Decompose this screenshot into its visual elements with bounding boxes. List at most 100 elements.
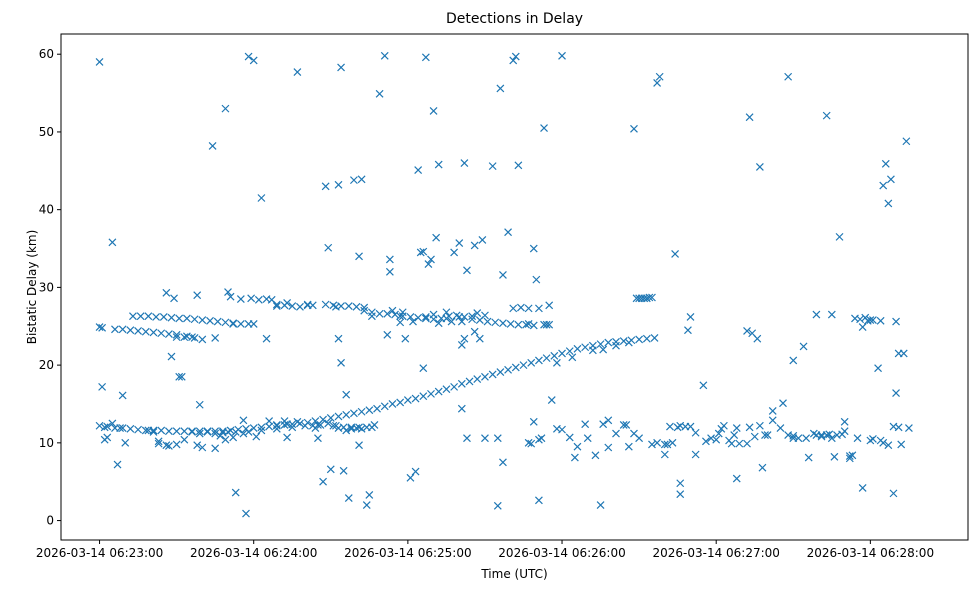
data-point-marker bbox=[743, 326, 751, 335]
data-point-marker bbox=[188, 428, 196, 436]
data-point-marker bbox=[391, 310, 399, 319]
data-point-marker bbox=[460, 334, 469, 343]
data-point-marker bbox=[835, 232, 844, 241]
data-point-marker bbox=[383, 309, 392, 318]
data-point-marker bbox=[493, 501, 502, 510]
data-point-marker bbox=[129, 312, 137, 321]
data-point-marker bbox=[334, 412, 343, 421]
data-point-marker bbox=[496, 368, 505, 377]
data-point-marker bbox=[542, 320, 551, 329]
data-point-marker bbox=[496, 84, 505, 93]
data-point-marker bbox=[324, 419, 333, 428]
data-point-marker bbox=[429, 107, 438, 115]
data-point-marker bbox=[889, 489, 898, 498]
data-point-marker bbox=[126, 424, 135, 433]
data-point-marker bbox=[308, 301, 317, 310]
data-point-marker bbox=[488, 370, 497, 379]
data-point-marker bbox=[779, 399, 787, 408]
data-point-marker bbox=[676, 479, 685, 488]
data-point-marker bbox=[642, 334, 651, 343]
data-point-marker bbox=[537, 434, 546, 443]
data-point-marker bbox=[635, 434, 644, 443]
data-point-marker bbox=[527, 439, 536, 448]
data-point-marker bbox=[409, 317, 417, 326]
data-point-marker bbox=[434, 160, 443, 169]
data-point-marker bbox=[892, 389, 900, 398]
data-point-marker bbox=[442, 314, 451, 323]
data-point-marker bbox=[159, 313, 168, 321]
data-point-marker bbox=[100, 423, 109, 432]
data-point-marker bbox=[365, 490, 374, 499]
data-point-marker bbox=[856, 315, 865, 324]
data-point-marker bbox=[118, 424, 127, 432]
data-point-marker bbox=[432, 233, 441, 242]
data-point-marker bbox=[743, 439, 751, 448]
data-point-marker bbox=[653, 438, 662, 447]
data-point-marker bbox=[830, 452, 839, 461]
data-point-marker bbox=[668, 438, 677, 447]
data-point-marker bbox=[524, 438, 533, 447]
data-point-marker bbox=[468, 312, 477, 321]
data-point-marker bbox=[809, 429, 818, 438]
data-point-marker bbox=[524, 304, 533, 313]
data-point-marker bbox=[470, 327, 479, 336]
data-point-marker bbox=[414, 166, 423, 174]
data-point-marker bbox=[334, 334, 343, 343]
data-point-marker bbox=[421, 314, 430, 323]
data-point-marker bbox=[283, 299, 292, 307]
data-point-marker bbox=[242, 509, 250, 518]
data-point-marker bbox=[229, 433, 238, 442]
data-point-marker bbox=[599, 345, 608, 354]
x-tick-label: 2026-03-14 06:27:00 bbox=[652, 546, 779, 560]
data-point-marker bbox=[152, 313, 160, 321]
data-point-marker bbox=[889, 422, 898, 431]
data-point-marker bbox=[755, 421, 764, 430]
data-point-marker bbox=[398, 308, 407, 317]
data-point-marker bbox=[473, 309, 482, 317]
data-point-marker bbox=[342, 426, 351, 435]
data-point-marker bbox=[411, 467, 420, 476]
data-point-marker bbox=[604, 443, 613, 452]
data-point-marker bbox=[95, 58, 104, 66]
data-point-marker bbox=[224, 288, 232, 296]
data-point-marker bbox=[745, 113, 754, 122]
data-point-marker bbox=[416, 248, 425, 257]
data-point-marker bbox=[170, 294, 178, 303]
data-point-marker bbox=[853, 434, 862, 443]
data-point-marker bbox=[596, 501, 605, 509]
data-point-marker bbox=[95, 421, 104, 430]
data-point-marker bbox=[673, 423, 682, 432]
data-point-marker bbox=[529, 417, 538, 426]
data-point-marker bbox=[116, 424, 125, 432]
data-point-marker bbox=[660, 450, 669, 459]
y-axis-ticks: 0 10 20 30 40 50 60 bbox=[39, 47, 61, 528]
data-point-marker bbox=[427, 389, 435, 398]
data-point-marker bbox=[874, 364, 882, 373]
data-point-marker bbox=[236, 295, 245, 303]
data-point-marker bbox=[396, 318, 405, 327]
data-point-marker bbox=[845, 452, 854, 460]
data-point-marker bbox=[622, 421, 631, 429]
data-point-marker bbox=[468, 315, 477, 324]
data-point-marker bbox=[141, 426, 150, 435]
data-point-marker bbox=[527, 358, 536, 367]
data-point-marker bbox=[465, 377, 474, 386]
data-point-marker bbox=[666, 422, 674, 431]
x-tick-label: 2026-03-14 06:26:00 bbox=[498, 546, 625, 560]
data-point-marker bbox=[676, 490, 685, 499]
data-point-marker bbox=[542, 354, 551, 363]
data-point-marker bbox=[198, 316, 207, 324]
data-point-marker bbox=[164, 442, 173, 450]
data-point-marker bbox=[825, 430, 834, 439]
data-point-marker bbox=[244, 52, 253, 61]
data-point-marker bbox=[573, 344, 582, 353]
data-point-marker bbox=[344, 302, 353, 310]
data-point-marker bbox=[529, 321, 538, 330]
data-point-marker bbox=[198, 443, 207, 452]
data-point-marker bbox=[334, 424, 343, 432]
data-point-marker bbox=[475, 334, 484, 343]
data-point-marker bbox=[231, 428, 240, 436]
data-point-marker bbox=[211, 333, 220, 342]
data-point-marker bbox=[419, 247, 428, 256]
